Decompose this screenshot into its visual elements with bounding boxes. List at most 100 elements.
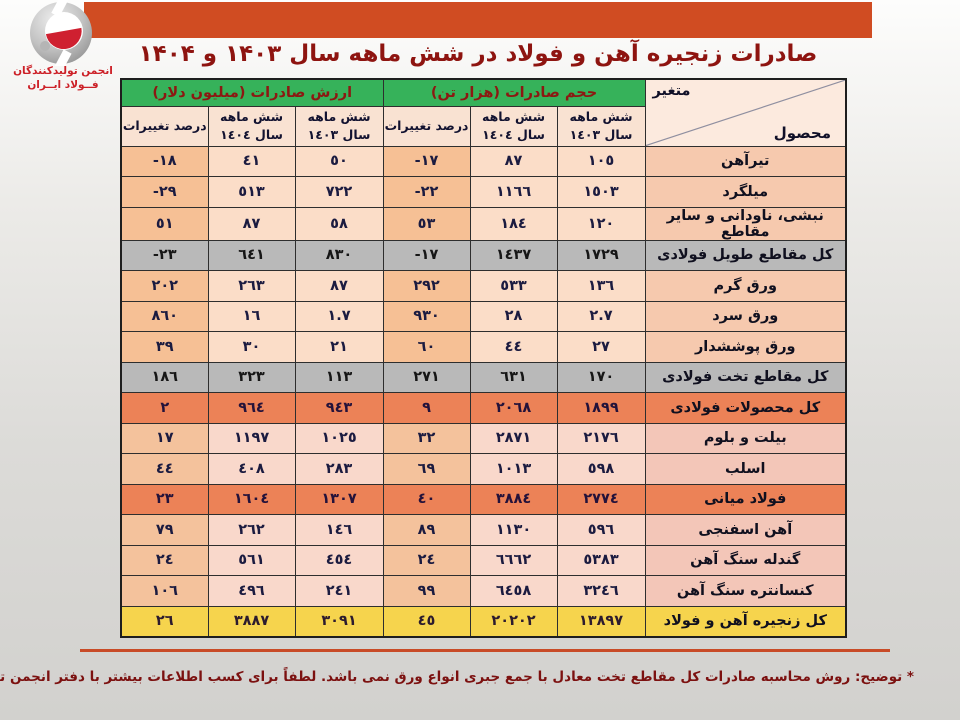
corner-label-product: محصول	[773, 123, 832, 142]
product-cell: ورق پوششدار	[644, 331, 847, 363]
value-1404-cell: ٥١٣	[207, 176, 296, 208]
table-row: کنسانتره سنگ آهن ٣٢٤٦ ٦٤٥٨ ٩٩ ٢٤١ ٤٩٦ ١٠…	[120, 575, 847, 607]
volume-1404-cell: ٤٤	[469, 331, 558, 363]
volume-1404-cell: ٢٠٢٠٢	[469, 605, 558, 637]
value-1404-cell: ٥٦١	[207, 544, 296, 576]
value-1404-cell: ٩٦٤	[207, 392, 296, 424]
value-1403-cell: ١١٣	[294, 361, 384, 393]
product-cell: کل مقاطع طویل فولادی	[644, 239, 847, 271]
logo-org-name-line2: فــولاد ایــران	[27, 79, 99, 91]
footer-divider	[80, 649, 890, 652]
value-1403-cell: ٣٠٩١	[294, 605, 384, 637]
product-cell: ورق سرد	[644, 300, 847, 332]
volume-1403-cell: ١٨٩٩	[556, 392, 646, 424]
value-change-cell: ٧٩	[120, 514, 209, 546]
diagonal-divider	[646, 80, 846, 146]
table-row: اسلب ٥٩٨ ١٠١٣ ٦٩ ٢٨٣ ٤٠٨ ٤٤	[120, 453, 847, 485]
product-cell: گندله سنگ آهن	[644, 544, 847, 576]
value-1404-cell: ٣٨٨٧	[207, 605, 296, 637]
exports-table: متغیر محصول حجم صادرات (هزار تن) ارزش صا…	[120, 78, 848, 638]
association-logo: انجمن تولیدکنندگان فــولاد ایــران	[2, 0, 124, 110]
product-cell: کل مقاطع تخت فولادی	[644, 361, 847, 393]
footnote: * توضیح: روش محاسبه صادرات کل مقاطع تخت …	[0, 669, 914, 685]
value-change-cell: -١٨	[120, 145, 209, 177]
volume-1403-cell: ٥٩٨	[556, 453, 646, 485]
table-row: میلگرد ١٥٠٣ ١١٦٦ -٢٢ ٧٢٢ ٥١٣ -٢٩	[120, 176, 847, 208]
volume-change-cell: ٨٩	[382, 514, 471, 546]
value-1403-cell: ٥٨	[294, 206, 384, 241]
volume-change-cell: ٤٥	[382, 605, 471, 637]
volume-change-cell: ٤٠	[382, 483, 471, 515]
value-1403-cell: ٧٢٢	[294, 176, 384, 208]
value-1404-cell: ٢٦٣	[207, 270, 296, 302]
value-change-cell: -٢٣	[120, 239, 209, 271]
volume-1404-cell: ٦٣١	[469, 361, 558, 393]
volume-change-cell: ٩٣٠	[382, 300, 471, 332]
value-1403-cell: ١٠٢٥	[294, 422, 384, 454]
table-row: ورق گرم ١٣٦ ٥٣٣ ٢٩٢ ٨٧ ٢٦٣ ٢٠٢	[120, 270, 847, 302]
group-header-row: متغیر محصول حجم صادرات (هزار تن) ارزش صا…	[120, 78, 847, 147]
group-header-value: ارزش صادرات (میلیون دلار)	[120, 78, 384, 107]
value-1403-cell: ١.٧	[294, 300, 384, 332]
steel-ladle-logo-icon	[30, 0, 92, 66]
product-cell: کل محصولات فولادی	[644, 392, 847, 424]
product-cell: کنسانتره سنگ آهن	[644, 575, 847, 607]
volume-1403-cell: ١٥٠٣	[556, 176, 646, 208]
value-change-cell: ١٨٦	[120, 361, 209, 393]
volume-change-cell: ٢٧١	[382, 361, 471, 393]
volume-1403-cell: ٢١٧٦	[556, 422, 646, 454]
volume-1404-cell: ١٤٣٧	[469, 239, 558, 271]
value-change-cell: ٥١	[120, 206, 209, 241]
product-cell: آهن اسفنجی	[644, 514, 847, 546]
volume-change-cell: ٢٩٢	[382, 270, 471, 302]
volume-1403-cell: ١٧٠	[556, 361, 646, 393]
volume-1403-cell: ١٣٦	[556, 270, 646, 302]
value-1403-cell: ٨٣٠	[294, 239, 384, 271]
table-row-total: فولاد میانی ٢٧٧٤ ٣٨٨٤ ٤٠ ١٣٠٧ ١٦٠٤ ٢٣	[120, 483, 847, 515]
subheader-value-1404: شش ماهه سال ١٤٠٤	[207, 105, 296, 147]
value-1404-cell: ٨٧	[207, 206, 296, 241]
volume-1403-cell: ١٣٨٩٧	[556, 605, 646, 637]
volume-1404-cell: ٣٨٨٤	[469, 483, 558, 515]
volume-1403-cell: ٢٧٧٤	[556, 483, 646, 515]
subheader-volume-1403: شش ماهه سال ١٤٠٣	[556, 105, 646, 147]
volume-1404-cell: ١٠١٣	[469, 453, 558, 485]
subheader-value-1403: شش ماهه سال ١٤٠٣	[294, 105, 384, 147]
value-1403-cell: ٨٧	[294, 270, 384, 302]
product-cell: میلگرد	[644, 176, 847, 208]
product-cell: اسلب	[644, 453, 847, 485]
table-row: ورق سرد ٢.٧ ٢٨ ٩٣٠ ١.٧ ١٦ ٨٦٠	[120, 300, 847, 332]
value-1404-cell: ٣٠	[207, 331, 296, 363]
volume-1403-cell: ١٢٠	[556, 206, 646, 241]
value-change-cell: ٢٤	[120, 544, 209, 576]
value-change-cell: ١٠٦	[120, 575, 209, 607]
volume-change-cell: ٩٩	[382, 575, 471, 607]
value-change-cell: ٣٩	[120, 331, 209, 363]
value-1404-cell: ١٦	[207, 300, 296, 332]
product-cell: تیرآهن	[644, 145, 847, 177]
volume-1403-cell: ٥٣٨٣	[556, 544, 646, 576]
value-change-cell: ٢	[120, 392, 209, 424]
value-1404-cell: ٣٢٣	[207, 361, 296, 393]
volume-change-cell: ٢٤	[382, 544, 471, 576]
volume-change-cell: ٥٣	[382, 206, 471, 241]
value-1403-cell: ٩٤٣	[294, 392, 384, 424]
subheader-row: شش ماهه سال ١٤٠٣ شش ماهه سال ١٤٠٤ درصد ت…	[120, 105, 846, 147]
value-change-cell: ١٧	[120, 422, 209, 454]
subheader-volume-1404: شش ماهه سال ١٤٠٤	[469, 105, 558, 147]
volume-1403-cell: ٣٢٤٦	[556, 575, 646, 607]
value-1404-cell: ١٦٠٤	[207, 483, 296, 515]
value-change-cell: ٨٦٠	[120, 300, 209, 332]
product-cell: ورق گرم	[644, 270, 847, 302]
volume-1403-cell: ١٠٥	[556, 145, 646, 177]
volume-1404-cell: ١١٦٦	[469, 176, 558, 208]
table-row: تیرآهن ١٠٥ ٨٧ -١٧ ٥٠ ٤١ -١٨	[120, 145, 847, 177]
table-row-total: کل محصولات فولادی ١٨٩٩ ٢٠٦٨ ٩ ٩٤٣ ٩٦٤ ٢	[120, 392, 847, 424]
volume-1404-cell: ٦٤٥٨	[469, 575, 558, 607]
value-1404-cell: ٤٠٨	[207, 453, 296, 485]
group-header-volume: حجم صادرات (هزار تن)	[382, 78, 646, 107]
volume-change-cell: ٣٢	[382, 422, 471, 454]
volume-1404-cell: ٦٦٦٢	[469, 544, 558, 576]
volume-1403-cell: ٢.٧	[556, 300, 646, 332]
table-row-grand-total: کل زنجیره آهن و فولاد ١٣٨٩٧ ٢٠٢٠٢ ٤٥ ٣٠٩…	[120, 605, 847, 637]
